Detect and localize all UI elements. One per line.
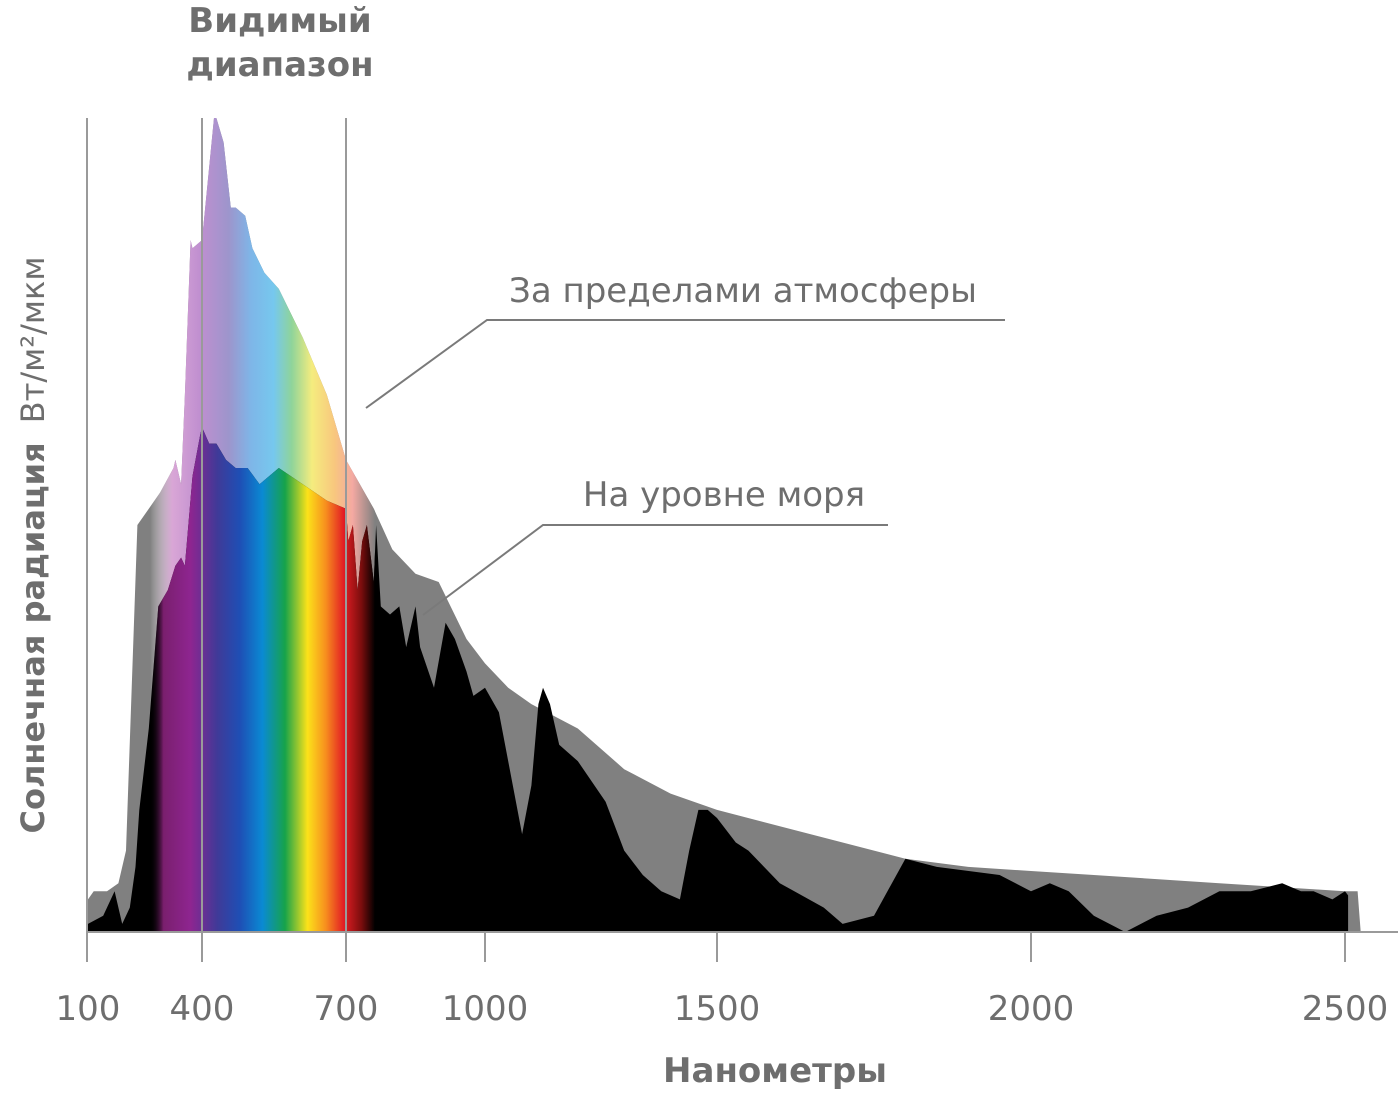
y-axis-label-bold: Солнечная радиация xyxy=(14,442,52,833)
chart-title-line-1: Видимый xyxy=(188,1,371,41)
x-tick-label-1500: 1500 xyxy=(674,989,761,1029)
chart-title-line-2: диапазон xyxy=(186,45,373,85)
series-sea-level-area xyxy=(88,427,1349,932)
annotation-sea-level-label: На уровне моря xyxy=(583,475,865,515)
x-tick-label-700: 700 xyxy=(314,989,379,1029)
y-axis-label: Солнечная радиация Вт/м²/мкм xyxy=(14,257,52,834)
y-axis-label-unit: Вт/м²/мкм xyxy=(14,257,52,424)
annotation-extraterrestrial-label: За пределами атмосферы xyxy=(509,271,977,311)
series-sea-level-visible-overlay xyxy=(150,427,375,932)
x-tick-label-2500: 2500 xyxy=(1302,989,1389,1029)
plot-area xyxy=(86,118,1398,962)
annotation-extraterrestrial-leader xyxy=(365,319,1005,409)
x-tick-label-100: 100 xyxy=(56,989,121,1029)
x-tick-label-400: 400 xyxy=(170,989,235,1029)
x-axis-label: Нанометры xyxy=(663,1051,887,1091)
annotation-sea-level-leader xyxy=(422,524,888,616)
x-tick-label-1000: 1000 xyxy=(442,989,529,1029)
x-tick-label-2000: 2000 xyxy=(988,989,1075,1029)
